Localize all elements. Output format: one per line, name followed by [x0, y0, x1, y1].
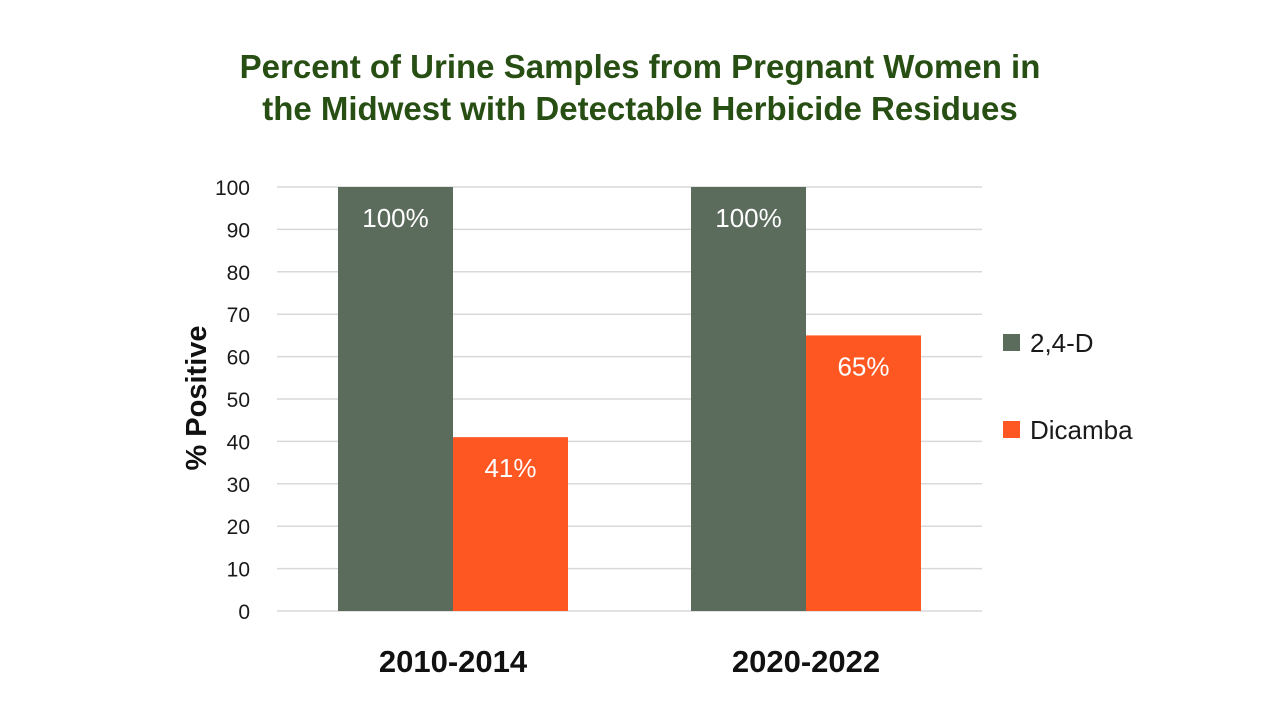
- x-category-label: 2020-2022: [732, 644, 880, 679]
- y-tick-label: 20: [227, 516, 250, 539]
- bars: [338, 187, 921, 611]
- bar-2-4-d-2010-2014: [338, 187, 453, 611]
- x-category-label: 2010-2014: [379, 644, 528, 679]
- y-tick-label: 100: [215, 177, 250, 200]
- y-axis-ticks: 0 10 20 30 40 50 60 70 80 90 100: [215, 177, 250, 624]
- data-label: 65%: [837, 351, 889, 381]
- data-labels: 100% 41% 100% 65%: [362, 203, 889, 483]
- x-axis-categories: 2010-2014 2020-2022: [379, 644, 880, 679]
- chart-title-line-2: the Midwest with Detectable Herbicide Re…: [262, 90, 1018, 127]
- y-tick-label: 70: [227, 304, 250, 327]
- data-label: 100%: [715, 203, 782, 233]
- chart-title: Percent of Urine Samples from Pregnant W…: [0, 46, 1280, 130]
- data-label: 41%: [484, 453, 536, 483]
- y-tick-label: 60: [227, 347, 250, 370]
- y-tick-label: 80: [227, 262, 250, 285]
- bar-2-4-d-2020-2022: [691, 187, 806, 611]
- y-tick-label: 90: [227, 219, 250, 242]
- legend-label: 2,4-D: [1030, 328, 1094, 358]
- bar-dicamba-2010-2014: [453, 437, 568, 611]
- legend-swatch: [1003, 421, 1020, 438]
- y-axis-title: % Positive: [181, 325, 213, 470]
- y-tick-label: 50: [227, 389, 250, 412]
- y-tick-label: 30: [227, 474, 250, 497]
- legend: 2,4-D Dicamba: [1003, 328, 1133, 445]
- data-label: 100%: [362, 203, 429, 233]
- legend-label: Dicamba: [1030, 415, 1133, 445]
- y-tick-label: 10: [227, 559, 250, 582]
- chart-title-line-1: Percent of Urine Samples from Pregnant W…: [239, 48, 1041, 85]
- y-tick-label: 0: [238, 601, 250, 624]
- legend-swatch: [1003, 334, 1020, 351]
- y-tick-label: 40: [227, 431, 250, 454]
- bar-dicamba-2020-2022: [806, 335, 921, 611]
